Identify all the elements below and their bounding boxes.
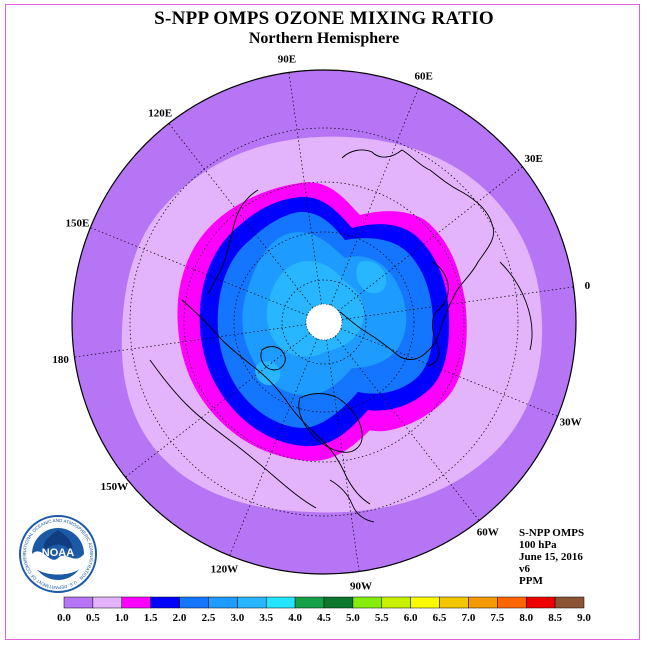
lon-label-150w: 150W [101,481,129,493]
colorbar-cell [121,596,151,609]
meridian-line [340,328,558,417]
lon-label-30w: 30W [560,417,582,429]
colorbar-tick-label: 3.5 [259,612,273,624]
colorbar-cell [410,596,440,609]
colorbar-cell [208,596,238,609]
meridian-line [334,335,480,521]
meridian-line [229,338,318,556]
colorbar-cell [554,596,585,609]
longitude-labels: 90E 60E 30E 0 30W 60W 90W 120W 150W 180 150E 120E [52,54,590,593]
colorbar-cell [468,596,498,609]
pole-no-data [306,304,342,340]
coast-arctic-islands [260,346,286,371]
colorbar-tick-label: 5.5 [375,612,389,624]
lon-label-60e: 60E [414,70,432,82]
lon-label-90e: 90E [278,54,296,66]
colorbar-cell [323,596,354,609]
figure-border [5,4,640,640]
meridian-line [168,123,314,309]
graticule [74,72,574,572]
colorbar-tick-label: 9.0 [577,612,591,624]
colorbar-cell [525,596,556,609]
meridian-line [326,339,360,572]
lon-label-120e: 120E [148,107,172,119]
field-band-6b [356,260,387,294]
colorbar-cell [92,596,123,609]
colorbar-cell [237,596,267,609]
colorbar-cell [497,596,527,609]
colorbar-cell [381,596,411,609]
colorbar-tick-label: 1.0 [115,612,129,624]
info-instrument: S-NPP OMPS [519,527,585,539]
colorbar-tick-label: 7.5 [490,612,504,624]
lon-label-120w: 120W [211,564,239,576]
colorbar-cell [294,596,325,609]
lon-label-150e: 150E [65,217,89,229]
colorbar-tick-label: 0.0 [57,612,71,624]
map-disk [72,70,576,574]
coast-north-america-west [149,359,317,509]
meridian-line [288,72,322,305]
meridian-line [125,332,311,478]
map-rim [71,69,577,575]
colorbar-tick-label: 4.0 [288,612,302,624]
info-date: June 15, 2016 [519,551,583,563]
colorbar-tick-label: 6.0 [404,612,418,624]
colorbar-tick-label: 3.0 [230,612,244,624]
colorbar-tick-label: 4.5 [317,612,331,624]
lon-label-180: 180 [52,354,69,366]
coast-africa [499,261,533,351]
colorbar-tick-label: 7.0 [462,612,476,624]
colorbar-tick-label: 5.0 [346,612,360,624]
colorbar-tick-label: 6.5 [433,612,447,624]
pole-outline [305,303,343,341]
colorbar-tick-label: 8.5 [548,612,562,624]
colorbar-cell [265,596,296,609]
coast-asia-east [207,189,259,295]
meridian-lines [74,72,574,572]
polar-map: 90E 60E 30E 0 30W 60W 90W 120W 150W 180 150E 120E [52,54,590,593]
logo-text: NOAA [42,547,74,559]
colorbar: 0.0 0.5 1.0 1.5 2.0 2.5 3.0 3.5 4.0 4.5 5.0 5.5 6.0 6… [57,596,591,624]
meridian-line [330,88,419,306]
colorbar-labels: 0.0 0.5 1.0 1.5 2.0 2.5 3.0 3.5 4.0 4.5 5.0 5.5 6.0 6… [57,612,591,624]
colorbar-tick-label: 1.5 [144,612,158,624]
chart-subtitle: Northern Hemisphere [248,30,400,47]
colorbar-cells [63,596,585,609]
lon-label-30e: 30E [524,153,542,165]
colorbar-tick-label: 8.0 [519,612,533,624]
info-block: S-NPP OMPS 100 hPa June 15, 2016 v6 PPM [519,527,584,587]
noaa-logo: NOAA NATIONAL OCEANIC AND ATMOSPHERIC AD… [18,514,97,593]
colorbar-cell [150,596,180,609]
coast-greenland [298,393,363,453]
colorbar-cell [352,596,383,609]
field-band-6c [255,361,281,386]
coast-europe-asia [339,149,494,360]
coastlines [149,149,533,523]
chart-title: S-NPP OMPS OZONE MIXING RATIO [154,8,494,29]
colorbar-tick-label: 2.0 [173,612,187,624]
colorbar-cell [179,596,209,609]
info-level: 100 hPa [519,539,557,551]
meridian-line [337,166,523,312]
lon-label-90w: 90W [350,580,372,592]
info-units: PPM [519,575,543,587]
meridian-line [74,324,307,358]
colorbar-cell [63,596,94,609]
lon-label-0: 0 [585,280,591,292]
colorbar-tick-label: 0.5 [86,612,100,624]
info-version: v6 [519,563,530,575]
coast-scandinavia [427,261,449,367]
meridian-line [90,227,308,316]
colorbar-cell [439,596,469,609]
coast-caribbean [329,479,375,523]
lon-label-60w: 60W [477,527,499,539]
meridian-line [341,286,574,320]
colorbar-tick-label: 2.5 [202,612,216,624]
